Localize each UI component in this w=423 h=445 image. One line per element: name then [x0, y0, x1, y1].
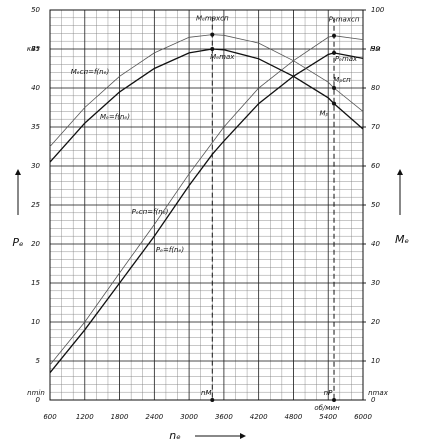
x-tick-label: 4800 [285, 413, 303, 421]
y-tick-label: 45 [31, 45, 40, 53]
y-tick-label: 25 [31, 201, 40, 209]
y-tick-label: 20 [31, 240, 40, 248]
line-series [49, 52, 364, 374]
point-label: Mₑmaxсп [196, 15, 229, 23]
x-tick-label: 3000 [180, 413, 198, 421]
line-series [49, 48, 364, 163]
y-tick-label: 40 [31, 84, 40, 92]
y2-tick-label: 90 [371, 45, 380, 53]
series-label: Mₑсп=f(nₑ) [71, 68, 110, 76]
peak-point [332, 86, 337, 90]
point-label: Mₑmax [210, 53, 235, 61]
x-tick-label: 3600 [215, 413, 233, 421]
x-tick-label: 4200 [250, 413, 268, 421]
peak-point [210, 47, 215, 51]
y2-unit: Нм [370, 45, 381, 53]
x-tick-label: 5400 [319, 413, 337, 421]
x-tick-label: 1800 [111, 413, 129, 421]
y2-tick-label: 10 [371, 357, 380, 365]
y-tick-label: 10 [31, 318, 40, 326]
y2-tick-label: 80 [371, 84, 380, 92]
y-unit: кВт [27, 45, 41, 53]
series-label: Pₑ=f(nₑ) [156, 246, 185, 254]
y2-tick-label: 70 [371, 123, 380, 131]
x-unit: об/мин [314, 404, 340, 412]
marker-dot [210, 398, 215, 402]
x-tick-label: 600 [43, 413, 57, 421]
peak-point [210, 32, 215, 37]
x-tick-label: 2400 [145, 413, 163, 421]
line-series [49, 34, 364, 147]
y2-tick-label: 100 [371, 6, 385, 14]
peak-point [332, 50, 337, 55]
point-label: Pₑmaxсп [329, 16, 360, 24]
x-end-label: nmax [368, 389, 389, 397]
y2-tick-label: 20 [371, 318, 380, 326]
y2-tick-label: 40 [371, 240, 380, 248]
y2-label: Mₑ [395, 233, 409, 246]
series-label: Pₑсп=f(nₑ) [132, 208, 169, 216]
y2-tick-label: 0 [371, 396, 376, 404]
y2-tick-label: 50 [371, 201, 380, 209]
line-series [49, 35, 364, 366]
marker-dot [332, 398, 337, 402]
y-label: Pₑ [12, 236, 24, 249]
point-label: Mₚ [319, 110, 328, 118]
x-label: nₑ [169, 429, 181, 442]
y2-tick-label: 30 [371, 279, 380, 287]
y-tick-label: 30 [31, 162, 40, 170]
marker-label: nP [324, 389, 333, 397]
x-tick-label: 6000 [354, 413, 372, 421]
point-label: Mₚсп [333, 76, 351, 84]
y-tick-label: 50 [31, 6, 40, 14]
series-label: Mₑ=f(nₑ) [100, 113, 130, 121]
point-label: Pₑmax [335, 55, 358, 63]
x-tick-label: 1200 [76, 413, 94, 421]
y-tick-label: 5 [36, 357, 41, 365]
y-tick-label: 35 [31, 123, 40, 131]
plot-frame [49, 9, 364, 401]
x-end-label: nmin [27, 389, 45, 397]
peak-point [332, 33, 337, 38]
peak-point [332, 101, 337, 106]
marker-label: nM [201, 389, 211, 397]
y2-tick-label: 60 [371, 162, 380, 170]
y-tick-label: 0 [36, 396, 41, 404]
y-tick-label: 15 [31, 279, 40, 287]
